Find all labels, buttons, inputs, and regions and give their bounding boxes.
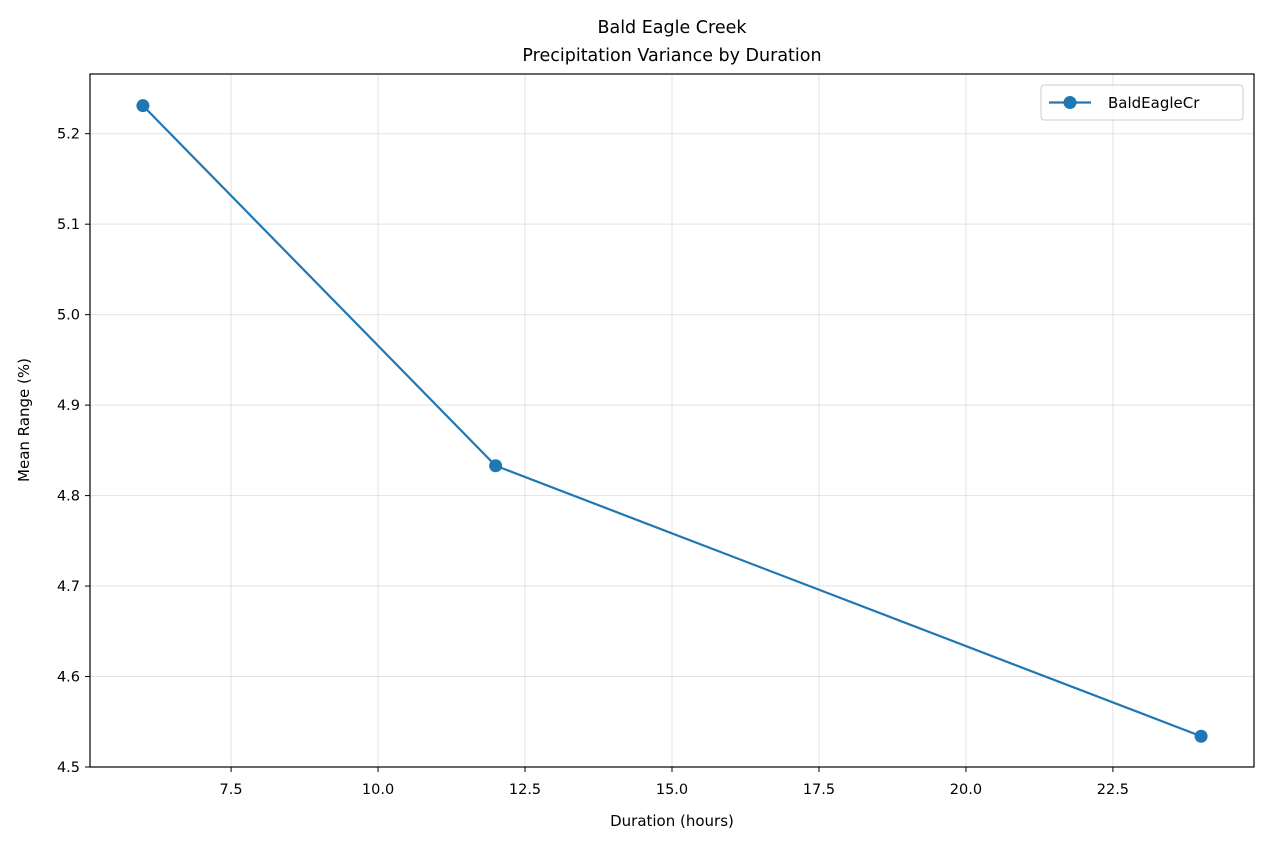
y-axis-label: Mean Range (%)	[15, 358, 33, 482]
data-point	[1194, 729, 1208, 743]
legend-box	[1040, 84, 1244, 121]
grid	[90, 74, 1254, 768]
x-tick-label: 15.0	[656, 782, 688, 798]
x-tick-label: 22.5	[1097, 782, 1129, 798]
y-tick-label: 4.6	[57, 670, 80, 686]
x-axis-label: Duration (hours)	[610, 812, 734, 830]
series-layer	[136, 99, 1208, 743]
y-tick-label: 5.1	[57, 217, 80, 233]
y-tick-label: 4.9	[57, 398, 80, 414]
legend: BaldEagleCr	[1040, 84, 1244, 121]
x-tick-label: 12.5	[509, 782, 541, 798]
chart-title: Bald Eagle Creek	[597, 18, 747, 38]
y-tick-label: 4.8	[57, 489, 80, 505]
legend-label: BaldEagleCr	[1108, 94, 1200, 112]
chart-subtitle: Precipitation Variance by Duration	[522, 46, 821, 66]
x-tick-label: 17.5	[803, 782, 835, 798]
data-point	[489, 459, 503, 473]
x-tick-label: 10.0	[362, 782, 394, 798]
y-tick-label: 4.5	[57, 760, 80, 776]
axis-ticks: 7.5 10.0 12.5 15.0 17.5 20.0 22.5 4.5 4.6 4.7 4.8 4…	[57, 127, 1129, 798]
y-tick-label: 5.2	[57, 127, 80, 143]
y-tick-label: 4.7	[57, 579, 80, 595]
legend-marker-swatch	[1063, 96, 1077, 109]
x-tick-label: 7.5	[220, 782, 243, 798]
y-tick-label: 5.0	[57, 308, 80, 324]
x-tick-label: 20.0	[950, 782, 982, 798]
data-point	[136, 99, 150, 113]
